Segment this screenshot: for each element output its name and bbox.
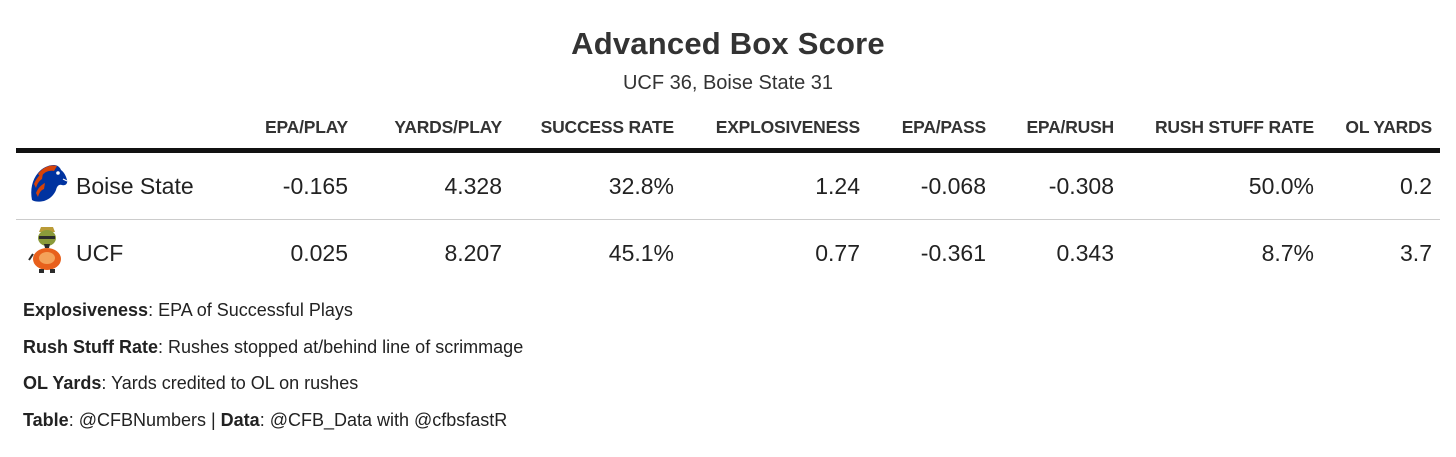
stat-cell: -0.308	[994, 150, 1122, 220]
credit-data-label: Data	[220, 409, 260, 430]
stat-cell: -0.165	[216, 150, 356, 220]
stat-cell: 3.7	[1400, 239, 1432, 266]
footnote-term: Explosiveness	[23, 300, 149, 320]
footnote-text: : Rushes stopped at/behind line of scrim…	[158, 336, 524, 357]
column-header: EPA/PASS	[868, 112, 994, 153]
stat-cell: 4.328	[356, 150, 510, 220]
stat-cell: -0.361	[920, 239, 986, 266]
credit-table-value: : @CFBNumbers |	[68, 409, 221, 430]
column-header: EPA/PLAY	[216, 112, 356, 153]
bronco-logo-icon	[31, 165, 68, 202]
team-logo-cell	[16, 150, 76, 220]
column-header: YARDS/PLAY	[356, 112, 510, 153]
stat-cell: 8.7%	[1261, 239, 1314, 266]
column-header: OL YARDS	[1322, 112, 1440, 153]
table-title: Advanced Box Score	[571, 26, 885, 61]
stat-cell: 1.24	[682, 150, 868, 220]
footnote-rush-stuff-rate: Rush Stuff Rate: Rushes stopped at/behin…	[23, 335, 523, 372]
stat-cell: 50.0%	[1122, 150, 1322, 220]
credit-table-label: Table	[23, 409, 69, 430]
column-header: EXPLOSIVENESS	[682, 112, 868, 153]
footnote-explosiveness: Explosiveness: EPA of Successful Plays	[23, 298, 523, 335]
team-name: UCF	[76, 239, 124, 266]
knightro-logo-icon	[28, 227, 61, 273]
stat-cell: 0.2	[1322, 150, 1440, 220]
column-header: SUCCESS RATE	[510, 112, 682, 153]
stat-cell: -0.068	[868, 150, 994, 220]
column-header: EPA/RUSH	[994, 112, 1122, 153]
column-header: RUSH STUFF RATE	[1122, 112, 1322, 153]
credit-data-value: : @CFB_Data with @cfbsfastR	[259, 409, 508, 430]
team-header	[76, 112, 216, 153]
credit-line: Table: @CFBNumbers | Data: @CFB_Data wit…	[23, 408, 523, 445]
footnote-ol-yards: OL Yards: Yards credited to OL on rushes	[23, 371, 523, 408]
table-row: UCF 0.025 8.207 45.1% 0.77 -0.361 0.343 …	[16, 220, 1440, 287]
team-name: Boise State	[76, 150, 216, 220]
table-row: Boise State -0.165 4.328 32.8% 1.24 -0.0…	[16, 150, 1440, 220]
footnote-term: OL Yards	[23, 373, 102, 393]
advanced-box-score-table: EPA/PLAY YARDS/PLAY SUCCESS RATE EXPLOSI…	[16, 112, 1440, 286]
table-subtitle: UCF 36, Boise State 31	[622, 72, 834, 94]
stat-cell: 32.8%	[510, 150, 682, 220]
footnote-term: Rush Stuff Rate	[23, 336, 158, 357]
footnote-text: : EPA of Successful Plays	[148, 300, 353, 320]
stat-cell: 45.1%	[608, 239, 674, 266]
stat-cell: 8.207	[444, 239, 502, 266]
team-logo-cell	[16, 220, 76, 287]
stat-cell: 0.025	[290, 239, 348, 266]
header-row: EPA/PLAY YARDS/PLAY SUCCESS RATE EXPLOSI…	[16, 112, 1440, 153]
footnote-text: : Yards credited to OL on rushes	[101, 373, 359, 393]
stat-cell: 0.77	[815, 239, 860, 266]
logo-header	[16, 112, 76, 153]
footnotes: Explosiveness: EPA of Successful Plays R…	[23, 298, 523, 444]
stat-cell: 0.343	[1056, 239, 1114, 266]
